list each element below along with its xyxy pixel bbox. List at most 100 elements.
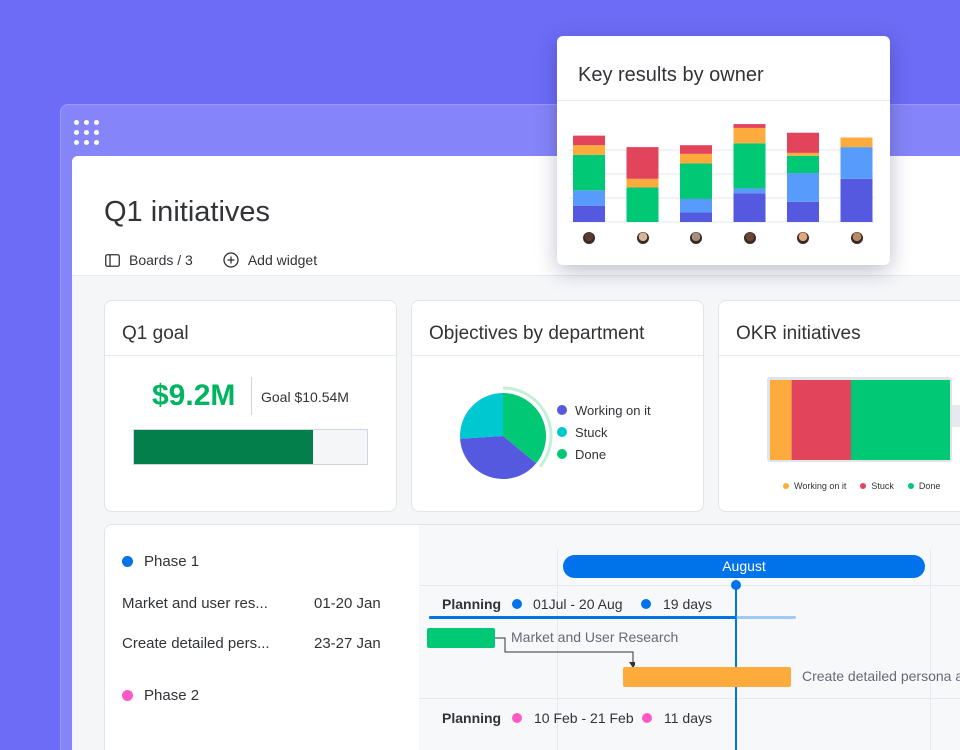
legend-dot — [860, 483, 867, 489]
bar-segment — [626, 147, 659, 179]
legend-label: Done — [918, 481, 941, 491]
gantt-bar-create-persona[interactable] — [623, 667, 791, 687]
q1-goal-widget[interactable]: Q1 goal $9.2M Goal $10.54M — [104, 300, 397, 512]
legend-dot — [783, 483, 789, 489]
goal-value: $9.2M — [152, 379, 236, 412]
legend-item: Stuck — [557, 421, 651, 443]
bar-segment — [573, 205, 605, 222]
pie-slice — [460, 393, 503, 439]
legend-label: Stuck — [575, 424, 608, 440]
task-date: 01-20 Jan — [314, 595, 381, 612]
popup-title: Key results by owner — [578, 64, 764, 86]
pie-slice — [503, 393, 546, 464]
divider — [719, 355, 960, 356]
gantt-widget[interactable]: Phase 1 Market and user res... 01-20 Jan… — [104, 524, 960, 750]
boards-label: Boards / 3 — [129, 252, 193, 268]
bar-segment — [787, 155, 819, 174]
bar-segment — [573, 154, 605, 191]
phase-row[interactable]: Phase 1 — [122, 553, 199, 570]
bar-segment — [840, 137, 873, 148]
legend-dot — [557, 405, 567, 415]
bar-segment — [626, 178, 659, 188]
board-icon — [105, 253, 120, 267]
legend-item: Done — [557, 443, 651, 465]
phase-label: Phase 2 — [144, 687, 200, 704]
owner-avatar[interactable] — [796, 231, 810, 245]
phase-label: Phase 1 — [144, 553, 200, 570]
phase-row[interactable]: Phase 2 — [122, 687, 199, 704]
grid-line — [419, 698, 960, 699]
owner-avatar[interactable] — [849, 231, 864, 245]
bar-segment — [851, 380, 950, 460]
key-results-stacked-bar-chart — [569, 124, 874, 223]
bar-segment — [680, 212, 712, 222]
phase-dot — [122, 556, 133, 567]
phase-dot — [122, 690, 133, 701]
task-row[interactable]: Create detailed pers... — [122, 635, 270, 652]
goal-progress-fill — [134, 430, 314, 464]
grid-line — [557, 549, 558, 750]
task-date: 23-27 Jan — [314, 635, 381, 652]
legend-item: Stuck — [860, 481, 894, 491]
legend-dot — [907, 483, 914, 489]
gantt-bar-label: Market and User Research — [511, 629, 679, 645]
bar-segment — [733, 188, 766, 194]
grid-line — [930, 549, 931, 750]
objectives-widget[interactable]: Objectives by department Working on it S… — [411, 300, 704, 512]
okr-scroll-handle — [952, 405, 960, 427]
widget-title: Objectives by department — [429, 323, 645, 344]
owner-avatar[interactable] — [742, 231, 757, 245]
bar-segment — [787, 201, 819, 222]
legend-label: Working on it — [794, 481, 847, 491]
planning-range: 10 Feb - 21 Feb — [534, 710, 634, 726]
workspace: Q1 initiatives Boards / 3 Add widget Q1 … — [72, 156, 960, 750]
bar-segment — [573, 190, 605, 206]
bar-segment — [770, 380, 792, 460]
page-title: Q1 initiatives — [104, 196, 271, 228]
task-row[interactable]: Market and user res... — [122, 595, 268, 612]
okr-widget[interactable]: OKR initiatives Working on it Stuck Done — [718, 300, 960, 512]
boards-link[interactable]: Boards / 3 — [105, 252, 193, 268]
dependency-arrow — [495, 637, 635, 668]
legend-item: Working on it — [557, 399, 651, 421]
widget-title: Q1 goal — [122, 323, 189, 344]
legend-label: Working on it — [575, 402, 651, 418]
task-label: Create detailed pers... — [122, 635, 270, 652]
objectives-pie-chart — [460, 386, 553, 479]
pie-legend: Working on it Stuck Done — [557, 399, 651, 465]
bar-segment — [680, 153, 712, 164]
bar-segment — [840, 178, 873, 222]
apps-grid-icon[interactable] — [74, 120, 100, 146]
okr-stacked-bar — [770, 380, 950, 460]
month-header[interactable]: August — [563, 555, 925, 578]
gantt-bar-market-research[interactable] — [427, 628, 495, 648]
owner-avatar[interactable] — [635, 231, 650, 245]
bar-segment — [573, 145, 605, 155]
bar-segment — [791, 380, 851, 460]
bar-segment — [733, 193, 766, 222]
gantt-timeline: August Planning 01Jul - 20 Aug 19 days M… — [419, 525, 960, 750]
bar-segment — [680, 163, 712, 199]
legend-item: Working on it — [783, 481, 846, 491]
pie-slice — [460, 436, 537, 479]
gantt-task-list: Phase 1 Market and user res... 01-20 Jan… — [105, 525, 419, 750]
bar-segment — [573, 135, 605, 146]
today-line — [735, 583, 737, 750]
planning-range: 01Jul - 20 Aug — [533, 596, 623, 612]
divider — [251, 377, 252, 415]
key-results-popup[interactable]: Key results by owner — [557, 36, 890, 265]
planning-label: Planning — [442, 710, 502, 726]
owner-avatar[interactable] — [582, 231, 596, 245]
widget-title: OKR initiatives — [736, 323, 861, 344]
duration-dot — [642, 713, 652, 723]
divider — [105, 355, 396, 356]
goal-target: Goal $10.54M — [261, 389, 349, 405]
divider — [412, 355, 703, 356]
add-widget-button[interactable]: Add widget — [223, 252, 317, 268]
bar-segment — [787, 173, 819, 202]
add-widget-label: Add widget — [247, 252, 318, 268]
range-dot — [512, 713, 522, 723]
owner-avatar[interactable] — [689, 231, 703, 245]
bar-segment — [680, 145, 712, 154]
legend-label: Stuck — [871, 481, 894, 491]
